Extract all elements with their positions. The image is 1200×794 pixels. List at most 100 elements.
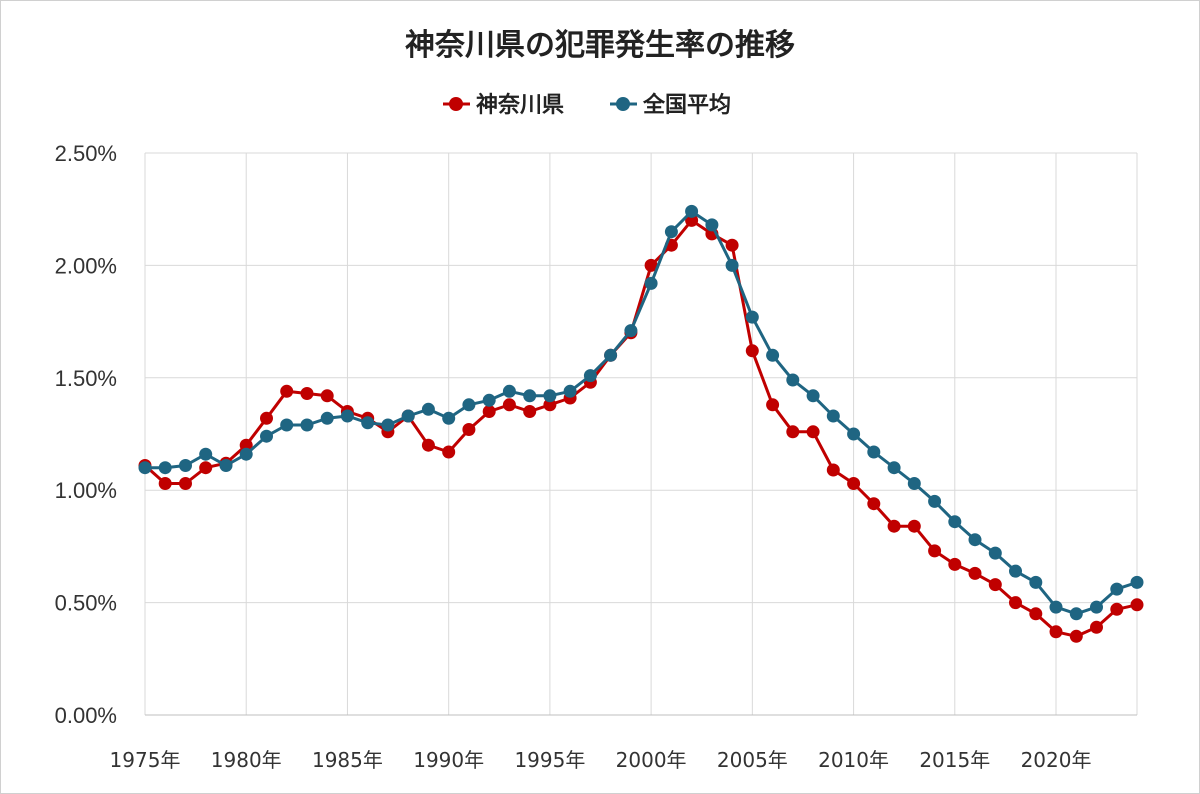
data-point-national xyxy=(604,348,618,362)
data-point-kanagawa xyxy=(745,344,759,358)
data-point-national xyxy=(928,494,942,508)
x-tick-label: 1975年 xyxy=(110,748,181,772)
data-point-national xyxy=(1029,575,1043,589)
data-point-national xyxy=(523,389,537,403)
data-point-national xyxy=(685,204,699,218)
data-point-national xyxy=(725,258,739,272)
data-point-kanagawa xyxy=(948,557,962,571)
data-point-kanagawa xyxy=(482,405,496,418)
x-tick-label: 1990年 xyxy=(413,748,484,772)
data-point-national xyxy=(1130,575,1144,589)
data-point-national xyxy=(563,384,577,398)
data-point-kanagawa xyxy=(685,213,699,227)
data-point-national xyxy=(705,218,719,232)
data-point-kanagawa xyxy=(199,461,213,475)
data-point-national xyxy=(199,447,213,461)
data-point-national xyxy=(502,384,516,398)
data-point-national xyxy=(968,533,982,547)
data-point-national xyxy=(583,369,597,383)
data-point-kanagawa xyxy=(1110,602,1124,616)
y-tick-label: 0.50% xyxy=(55,591,117,616)
data-point-kanagawa xyxy=(1029,607,1043,621)
data-point-kanagawa xyxy=(179,477,192,490)
data-point-national xyxy=(766,348,780,362)
data-point-kanagawa xyxy=(421,438,435,452)
data-point-national xyxy=(867,445,881,459)
data-point-kanagawa xyxy=(502,398,516,412)
chart-title: 神奈川県の犯罪発生率の推移 xyxy=(405,28,795,63)
data-point-kanagawa xyxy=(1090,620,1103,634)
data-point-kanagawa xyxy=(280,384,294,398)
data-point-kanagawa xyxy=(442,445,456,459)
y-tick-label: 0.00% xyxy=(55,703,117,728)
x-tick-label: 2015年 xyxy=(919,748,990,772)
x-tick-label: 2020年 xyxy=(1021,748,1092,772)
data-point-national xyxy=(907,477,921,490)
data-point-national xyxy=(340,409,354,423)
data-point-national xyxy=(1009,564,1022,578)
data-point-kanagawa xyxy=(826,463,840,477)
x-tick-label: 2005年 xyxy=(717,748,788,772)
x-tick-label: 1980年 xyxy=(211,748,282,772)
data-point-national xyxy=(988,546,1002,560)
data-point-national xyxy=(482,393,496,407)
data-point-national xyxy=(887,461,901,475)
data-point-kanagawa xyxy=(523,405,537,418)
data-point-national xyxy=(179,459,192,472)
data-point-national xyxy=(421,402,435,416)
data-point-kanagawa xyxy=(887,519,901,533)
data-point-kanagawa xyxy=(806,425,820,439)
y-tick-label: 1.00% xyxy=(55,478,117,503)
y-tick-label: 1.50% xyxy=(55,366,117,391)
data-point-national xyxy=(1049,600,1063,614)
data-point-national xyxy=(948,515,962,529)
data-point-kanagawa xyxy=(462,423,476,436)
data-point-kanagawa xyxy=(725,238,739,252)
gridlines xyxy=(144,152,1138,715)
data-point-national xyxy=(826,409,840,423)
data-point-kanagawa xyxy=(968,566,982,580)
data-point-kanagawa xyxy=(1009,596,1022,610)
data-point-national xyxy=(280,418,294,432)
data-point-kanagawa xyxy=(847,477,861,490)
y-axis-tick-labels: 0.00% 0.50% 1.00% 1.50% 2.00% 2.50% xyxy=(55,141,117,728)
data-point-national xyxy=(644,276,658,290)
x-tick-label: 2010年 xyxy=(818,748,889,772)
legend: 神奈川県 全国平均 xyxy=(443,92,731,118)
data-point-national xyxy=(158,461,172,475)
data-point-kanagawa xyxy=(1049,625,1063,639)
data-point-kanagawa xyxy=(766,398,780,412)
data-point-national xyxy=(664,225,678,239)
data-point-national xyxy=(1110,582,1124,596)
data-point-national xyxy=(442,411,456,425)
series-group xyxy=(138,204,1144,643)
data-point-national xyxy=(381,418,395,432)
data-point-kanagawa xyxy=(928,544,942,558)
data-point-national xyxy=(300,418,314,432)
data-point-national xyxy=(847,427,861,441)
legend-label-kanagawa: 神奈川県 xyxy=(476,92,564,118)
x-tick-label: 1995年 xyxy=(514,748,585,772)
data-point-kanagawa xyxy=(907,519,921,533)
legend-item-national: 全国平均 xyxy=(610,92,731,118)
data-point-national xyxy=(361,416,375,430)
y-tick-label: 2.00% xyxy=(55,253,117,278)
series-line-kanagawa xyxy=(143,218,1139,638)
data-point-national xyxy=(543,389,557,403)
x-tick-label: 1985年 xyxy=(312,748,383,772)
data-point-kanagawa xyxy=(1130,598,1144,612)
data-point-kanagawa xyxy=(543,398,557,412)
data-point-national xyxy=(462,398,476,412)
data-point-kanagawa xyxy=(988,578,1002,592)
x-axis-tick-labels: 1975年 1980年 1985年 1990年 1995年 2000年 2005年 2010年… xyxy=(110,748,1092,772)
legend-marker-kanagawa xyxy=(449,97,463,111)
data-point-kanagawa xyxy=(239,438,253,452)
data-point-national xyxy=(624,324,638,338)
data-point-national xyxy=(138,461,152,475)
data-point-national xyxy=(786,373,800,387)
data-point-national xyxy=(239,447,253,461)
data-point-national xyxy=(806,389,820,403)
